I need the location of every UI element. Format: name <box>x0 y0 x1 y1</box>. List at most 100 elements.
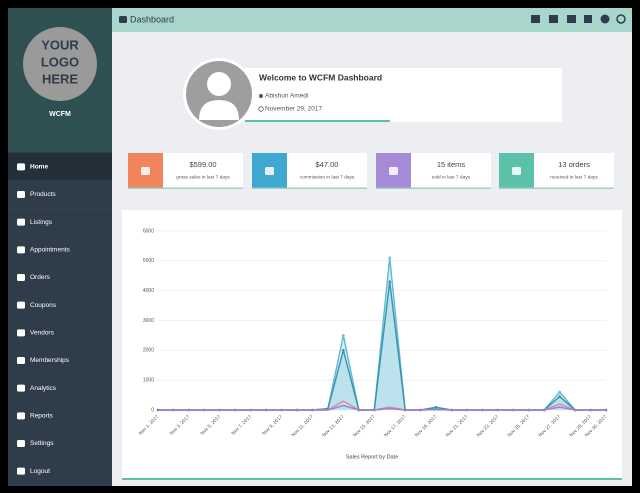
menu-icon <box>17 384 25 392</box>
stat-icon <box>141 167 150 175</box>
menu-item[interactable]: Home <box>8 153 112 181</box>
y-tick-label: 0 <box>151 407 154 413</box>
stat-value: 15 items <box>437 160 466 169</box>
welcome-card <box>245 68 562 122</box>
menu-label[interactable]: Coupons <box>30 302 57 309</box>
stat-underline <box>252 187 367 189</box>
logo-text: YOUR <box>41 37 79 52</box>
menu-item-bg[interactable] <box>8 402 112 430</box>
data-point <box>388 280 392 284</box>
stat-underline <box>376 187 491 189</box>
menu-icon <box>17 467 25 475</box>
enquiry-icon[interactable] <box>567 15 576 23</box>
data-point <box>558 395 561 398</box>
stat-underline <box>499 187 614 189</box>
menu-item-bg[interactable] <box>8 429 112 458</box>
sidebar-menu: Home Products Listings Appointments Orders Co… <box>8 153 112 486</box>
menu-label[interactable]: Memberships <box>30 357 70 364</box>
clock-icon <box>258 106 264 112</box>
page-title: Dashboard <box>130 14 174 24</box>
menu-item[interactable]: Products <box>8 180 112 209</box>
knowledgebase-icon[interactable] <box>584 15 592 23</box>
menu-item[interactable]: Vendors <box>8 319 112 347</box>
stat-label: received in last 7 days <box>550 174 598 180</box>
menu-item[interactable]: Listings <box>8 208 112 237</box>
menu-label[interactable]: Settings <box>30 440 54 447</box>
stat-underline <box>128 187 243 189</box>
stats-row: $599.00 gross sales in last 7 days $47.00 c… <box>128 153 614 189</box>
menu-item[interactable]: Orders <box>8 263 112 292</box>
stat-value: 13 orders <box>558 160 590 169</box>
menu-item[interactable]: Analytics <box>8 374 112 403</box>
stat-icon <box>389 167 398 175</box>
menu-label[interactable]: Orders <box>30 274 51 281</box>
menu-item[interactable]: Appointments <box>8 236 112 264</box>
menu-item-bg[interactable] <box>8 180 112 209</box>
avatar-head <box>207 72 231 96</box>
dashboard-icon <box>119 16 127 23</box>
menu-item-bg[interactable] <box>8 208 112 236</box>
menu-icon <box>17 191 25 198</box>
x-axis-label: Sales Report by Date <box>346 454 398 460</box>
y-tick-label: 1000 <box>143 377 154 383</box>
menu-item-bg[interactable] <box>8 319 112 347</box>
chart-panel <box>122 210 622 480</box>
logout-icon[interactable] <box>616 14 626 24</box>
menu-label[interactable]: Listings <box>30 219 53 226</box>
menu-label[interactable]: Home <box>30 164 48 171</box>
top-icons <box>531 14 626 24</box>
menu-icon <box>17 440 25 447</box>
menu-item-bg[interactable] <box>8 346 112 375</box>
profile-icon[interactable] <box>600 14 610 24</box>
menu-item-bg[interactable] <box>8 457 112 485</box>
y-tick-label: 6000 <box>143 228 154 234</box>
menu-icon <box>17 412 25 420</box>
menu-item[interactable]: Reports <box>8 402 112 430</box>
menu-item[interactable]: Logout <box>8 457 112 486</box>
welcome-date: November 29, 2017 <box>265 106 322 113</box>
y-tick-label: 4000 <box>143 288 154 294</box>
data-point <box>342 334 345 337</box>
avatar-body <box>199 100 239 120</box>
menu-item[interactable]: Memberships <box>8 346 112 375</box>
data-point <box>342 349 345 352</box>
menu-icon <box>17 301 25 309</box>
menu-icon <box>17 357 25 364</box>
menu-item-bg[interactable] <box>8 374 112 402</box>
user-icon <box>259 94 263 98</box>
menu-item[interactable]: Settings <box>8 429 112 458</box>
notice-icon[interactable] <box>531 15 540 23</box>
y-tick-label: 3000 <box>143 318 154 324</box>
top-bar <box>112 8 632 32</box>
store-name: WCFM <box>49 111 71 118</box>
data-point <box>434 406 438 409</box>
welcome-user: Abishun Amedi <box>265 93 308 100</box>
stat-label: commission in last 7 days <box>300 174 355 180</box>
menu-item-bg[interactable] <box>8 153 112 181</box>
welcome-title: Welcome to WCFM Dashboard <box>259 72 382 82</box>
welcome-underline <box>245 120 390 122</box>
y-tick-label: 2000 <box>143 348 154 354</box>
menu-item-bg[interactable] <box>8 263 112 292</box>
menu-item[interactable]: Coupons <box>8 291 112 320</box>
stat-value: $47.00 <box>316 160 339 169</box>
menu-icon <box>17 246 25 254</box>
menu-label[interactable]: Appointments <box>30 247 70 254</box>
message-icon[interactable] <box>549 15 558 23</box>
menu-label[interactable]: Vendors <box>30 330 55 337</box>
menu-label[interactable]: Logout <box>30 468 50 475</box>
stat-value: $599.00 <box>189 160 216 169</box>
stat-icon <box>265 167 274 175</box>
menu-item-bg[interactable] <box>8 236 112 264</box>
series-line <box>158 404 606 411</box>
menu-item-bg[interactable] <box>8 291 112 319</box>
menu-label[interactable]: Analytics <box>30 385 57 392</box>
logo[interactable] <box>23 27 97 101</box>
menu-label[interactable]: Products <box>30 191 56 198</box>
menu-label[interactable]: Reports <box>30 413 54 420</box>
menu-icon <box>17 274 25 281</box>
data-point <box>388 256 392 260</box>
y-tick-label: 5000 <box>143 258 154 264</box>
menu-icon <box>17 218 25 226</box>
